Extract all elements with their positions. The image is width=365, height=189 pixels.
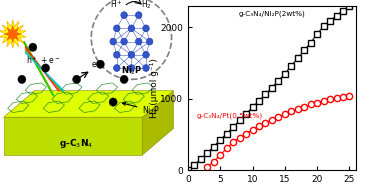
Circle shape <box>135 38 142 45</box>
Polygon shape <box>142 91 173 155</box>
Circle shape <box>114 65 120 71</box>
Circle shape <box>114 25 120 32</box>
Polygon shape <box>0 20 26 48</box>
Circle shape <box>128 51 135 58</box>
Circle shape <box>42 64 50 72</box>
Text: h$^+$ + e$^-$: h$^+$ + e$^-$ <box>26 55 60 66</box>
Circle shape <box>18 75 26 84</box>
Circle shape <box>114 51 120 58</box>
Text: g-C₃N₄/Pt(0.5wt%): g-C₃N₄/Pt(0.5wt%) <box>196 113 262 119</box>
Circle shape <box>29 43 37 51</box>
Circle shape <box>128 65 135 71</box>
Circle shape <box>120 75 128 84</box>
Text: e$^-$: e$^-$ <box>91 60 103 70</box>
Circle shape <box>121 12 127 19</box>
Polygon shape <box>4 91 173 117</box>
Polygon shape <box>5 26 21 43</box>
Y-axis label: H₂ (μmol g⁻¹): H₂ (μmol g⁻¹) <box>150 58 159 118</box>
Circle shape <box>91 0 172 79</box>
Circle shape <box>135 12 142 19</box>
Circle shape <box>143 51 149 58</box>
Text: Ni$_2$P: Ni$_2$P <box>123 102 160 117</box>
Circle shape <box>73 75 81 84</box>
Circle shape <box>128 25 135 32</box>
Text: g-C$_3$N$_4$: g-C$_3$N$_4$ <box>59 137 94 150</box>
Text: H$_2$: H$_2$ <box>141 0 151 11</box>
Circle shape <box>96 60 104 68</box>
Circle shape <box>143 25 149 32</box>
Circle shape <box>146 38 153 45</box>
Circle shape <box>110 38 116 45</box>
Text: H$^+$: H$^+$ <box>110 0 123 10</box>
Text: g-C₃N₄/Ni₂P(2wt%): g-C₃N₄/Ni₂P(2wt%) <box>238 11 305 17</box>
Circle shape <box>109 98 117 106</box>
Circle shape <box>143 65 149 71</box>
Polygon shape <box>4 117 142 155</box>
Text: Ni$_2$P: Ni$_2$P <box>120 65 142 77</box>
Circle shape <box>121 38 127 45</box>
